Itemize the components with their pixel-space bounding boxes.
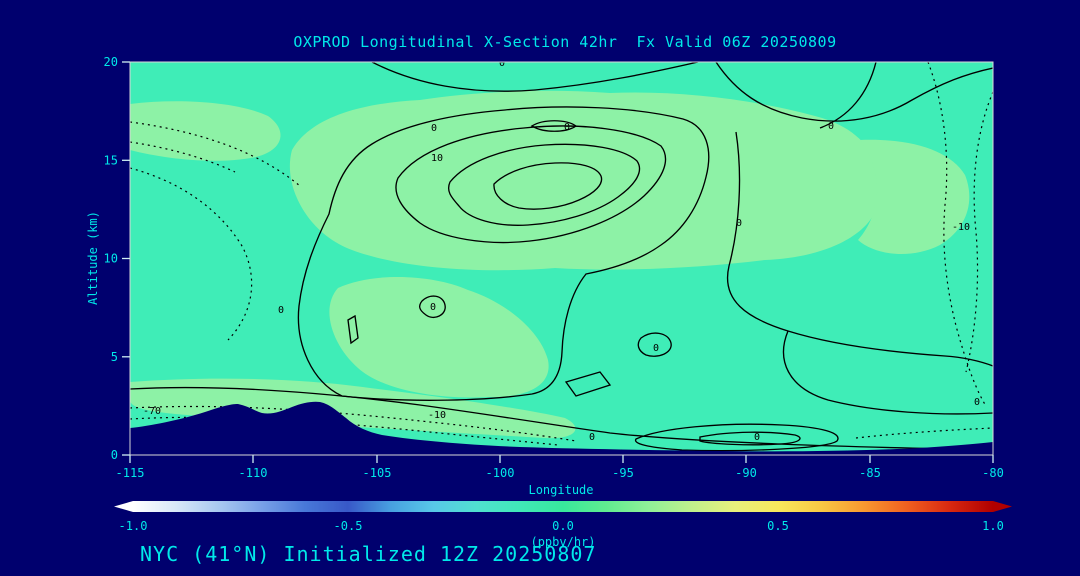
x-tick-label: -105 [363, 466, 392, 480]
contour-label: 0 [754, 432, 760, 443]
x-tick-label: -115 [116, 466, 145, 480]
contour-line [530, 120, 578, 132]
x-tick-label: -85 [859, 466, 881, 480]
colorbar: -1.0 -0.5 0.0 0.5 1.0 (ppbv/hr) [114, 501, 1012, 549]
contour-line-negative [130, 141, 236, 173]
y-tick-label: 20 [104, 55, 118, 69]
x-tick-label: -90 [735, 466, 757, 480]
filled-region [329, 276, 549, 398]
colorbar-gradient-bar [133, 501, 993, 512]
contour-line [418, 295, 446, 319]
colorbar-tick-label: 0.0 [552, 519, 574, 533]
contour-line [782, 330, 993, 415]
filled-region [130, 101, 281, 161]
contour-line-negative [130, 121, 301, 187]
contour-label: 0 [430, 302, 436, 313]
colorbar-tick-label: 1.0 [982, 519, 1004, 533]
contour-label: -10 [952, 222, 970, 233]
colorbar-tick-labels: -1.0 -0.5 0.0 0.5 1.0 [119, 519, 1004, 533]
contour-label: 0 [499, 58, 505, 69]
contour-label: 0 [278, 305, 284, 316]
chart-title: OXPROD Longitudinal X-Section 42hr Fx Va… [293, 33, 836, 51]
terrain-silhouette [130, 401, 993, 455]
contour-label: 0 [974, 397, 980, 408]
colorbar-right-endcap-icon [993, 501, 1012, 512]
contour-line [130, 386, 993, 451]
contour-label-group: 0 0 10 0 0 0 -10 0 0 0 -70 -10 0 0 0 [143, 58, 980, 443]
contour-line [371, 62, 699, 92]
contour-line [395, 125, 667, 244]
contour-label: 0 [736, 218, 742, 229]
colorbar-tick-label: -1.0 [119, 519, 148, 533]
contour-line [447, 143, 641, 226]
colorbar-units-label: (ppbv/hr) [530, 535, 595, 549]
contour-label: 0 [431, 123, 437, 134]
contour-label: 0 [828, 121, 834, 132]
contour-line-negative [130, 167, 253, 341]
colorbar-tick-label: -0.5 [334, 519, 363, 533]
filled-region [289, 90, 881, 271]
x-axis-tick-labels: -115 -110 -105 -100 -95 -90 -85 -80 [116, 466, 1004, 480]
axis-ticks [122, 61, 994, 463]
y-tick-label: 0 [111, 448, 118, 462]
x-tick-label: -100 [486, 466, 515, 480]
contour-label: 10 [431, 153, 443, 164]
y-axis-label: Altitude (km) [86, 211, 100, 305]
contour-line [819, 62, 877, 129]
contour-line-negative [927, 62, 987, 407]
contour-line [297, 106, 710, 401]
contour-label: 0 [589, 432, 595, 443]
contour-lines-solid [130, 62, 993, 452]
x-tick-label: -80 [982, 466, 1004, 480]
filled-region [130, 378, 576, 439]
contour-line [635, 423, 839, 452]
colorbar-tick-label: 0.5 [767, 519, 789, 533]
contour-line [347, 314, 359, 345]
contour-line [637, 332, 672, 357]
initialization-label: NYC (41°N) Initialized 12Z 20250807 [140, 542, 596, 566]
y-tick-label: 15 [104, 153, 118, 167]
filled-region [858, 139, 970, 255]
filled-field-light-patches [130, 90, 970, 439]
x-tick-label: -110 [239, 466, 268, 480]
y-axis-tick-labels: 0 5 10 15 20 [104, 55, 118, 462]
y-tick-label: 10 [104, 252, 118, 266]
contour-line [715, 62, 993, 122]
x-axis-label: Longitude [528, 483, 593, 497]
y-tick-label: 5 [111, 350, 118, 364]
contour-label: 0 [653, 343, 659, 354]
contour-label: 0 [564, 122, 570, 133]
plot-area: 0 0 10 0 0 0 -10 0 0 0 -70 -10 0 0 0 [130, 58, 993, 455]
colorbar-left-endcap-icon [114, 501, 133, 512]
x-tick-label: -95 [612, 466, 634, 480]
contour-line [699, 431, 801, 446]
contour-label: -70 [143, 406, 161, 417]
contour-label: -10 [428, 410, 446, 421]
contour-line [564, 371, 612, 397]
contour-line [493, 162, 603, 210]
